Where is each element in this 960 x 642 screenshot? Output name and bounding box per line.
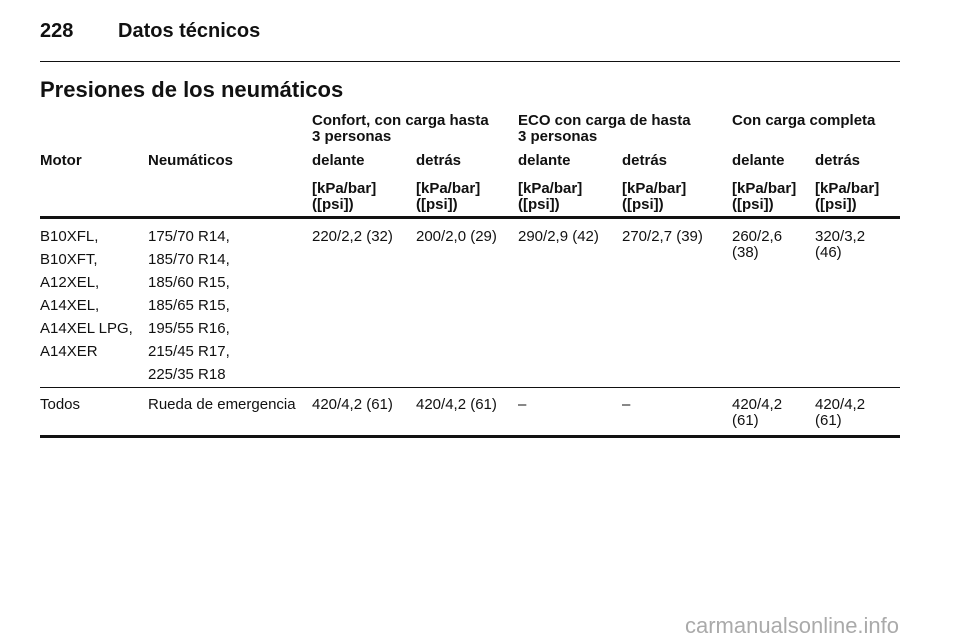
pressure-cell: 260/2,6 (38) [732, 228, 783, 261]
column-header: delante [732, 152, 785, 169]
tire-cell: 175/70 R14, [148, 228, 230, 245]
column-header: detrás [622, 152, 668, 169]
unit-header: [kPa/bar] ([psi]) [518, 180, 583, 213]
pressure-cell: 270/2,7 (39) [622, 228, 703, 245]
tire-cell: 185/70 R14, [148, 251, 230, 268]
column-header: delante [312, 152, 365, 169]
pressure-cell: 420/4,2 (61) [312, 396, 393, 413]
tire-cell: 185/60 R15, [148, 274, 230, 291]
column-header: Motor [40, 152, 82, 169]
page-number: 228 [40, 20, 74, 42]
motor-cell: A14XEL LPG, [40, 320, 133, 337]
unit-header: [kPa/bar] ([psi]) [622, 180, 687, 213]
page-title: Datos técnicos [118, 20, 261, 42]
pressure-cell: – [622, 396, 631, 413]
header-rule [40, 61, 900, 62]
pressure-cell: 290/2,9 (42) [518, 228, 599, 245]
motor-cell: B10XFT, [40, 251, 98, 268]
group-header: Confort, con carga hasta 3 personas [312, 112, 489, 145]
pressure-cell: 220/2,2 (32) [312, 228, 393, 245]
motor-cell: A14XEL, [40, 297, 100, 314]
motor-cell: Todos [40, 396, 81, 413]
motor-cell: B10XFL, [40, 228, 99, 245]
column-header: Neumáticos [148, 152, 234, 169]
pressure-cell: 420/4,2 (61) [416, 396, 497, 413]
column-header: detrás [416, 152, 462, 169]
row-rule [40, 387, 900, 388]
unit-header: [kPa/bar] ([psi]) [815, 180, 880, 213]
group-header: ECO con carga de hasta 3 personas [518, 112, 691, 145]
pressure-cell: 200/2,0 (29) [416, 228, 497, 245]
table-rule [40, 435, 900, 438]
pressure-cell: 420/4,2 (61) [815, 396, 866, 429]
column-header: delante [518, 152, 571, 169]
pressure-cell: 420/4,2 (61) [732, 396, 783, 429]
table-rule [40, 216, 900, 219]
pressure-cell: 320/3,2 (46) [815, 228, 866, 261]
column-header: detrás [815, 152, 861, 169]
unit-header: [kPa/bar] ([psi]) [732, 180, 797, 213]
tire-cell: 225/35 R18 [148, 366, 226, 383]
group-header: Con carga completa [732, 112, 876, 129]
tire-cell: Rueda de emergencia [148, 396, 296, 413]
tire-cell: 195/55 R16, [148, 320, 230, 337]
unit-header: [kPa/bar] ([psi]) [312, 180, 377, 213]
pressure-cell: – [518, 396, 527, 413]
section-title: Presiones de los neumáticos [40, 77, 344, 102]
watermark: carmanualsonline.info [685, 613, 900, 638]
unit-header: [kPa/bar] ([psi]) [416, 180, 481, 213]
tire-cell: 215/45 R17, [148, 343, 230, 360]
motor-cell: A12XEL, [40, 274, 100, 291]
tire-cell: 185/65 R15, [148, 297, 230, 314]
motor-cell: A14XER [40, 343, 98, 360]
